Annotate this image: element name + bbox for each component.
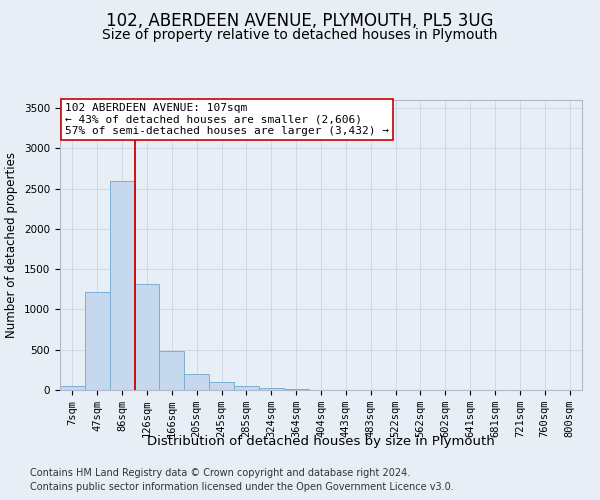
Text: Contains public sector information licensed under the Open Government Licence v3: Contains public sector information licen… bbox=[30, 482, 454, 492]
Bar bbox=[85, 292, 110, 390]
Text: 102, ABERDEEN AVENUE, PLYMOUTH, PL5 3UG: 102, ABERDEEN AVENUE, PLYMOUTH, PL5 3UG bbox=[106, 12, 494, 30]
Text: 102 ABERDEEN AVENUE: 107sqm
← 43% of detached houses are smaller (2,606)
57% of : 102 ABERDEEN AVENUE: 107sqm ← 43% of det… bbox=[65, 103, 389, 136]
Bar bbox=[234, 386, 259, 390]
Bar bbox=[134, 284, 160, 390]
Bar bbox=[160, 350, 184, 390]
Bar bbox=[209, 382, 234, 390]
Bar bbox=[60, 386, 85, 390]
Text: Size of property relative to detached houses in Plymouth: Size of property relative to detached ho… bbox=[102, 28, 498, 42]
Text: Contains HM Land Registry data © Crown copyright and database right 2024.: Contains HM Land Registry data © Crown c… bbox=[30, 468, 410, 477]
Text: Distribution of detached houses by size in Plymouth: Distribution of detached houses by size … bbox=[147, 435, 495, 448]
Bar bbox=[184, 374, 209, 390]
Y-axis label: Number of detached properties: Number of detached properties bbox=[5, 152, 19, 338]
Bar bbox=[259, 388, 284, 390]
Bar bbox=[110, 182, 134, 390]
Bar bbox=[284, 389, 308, 390]
